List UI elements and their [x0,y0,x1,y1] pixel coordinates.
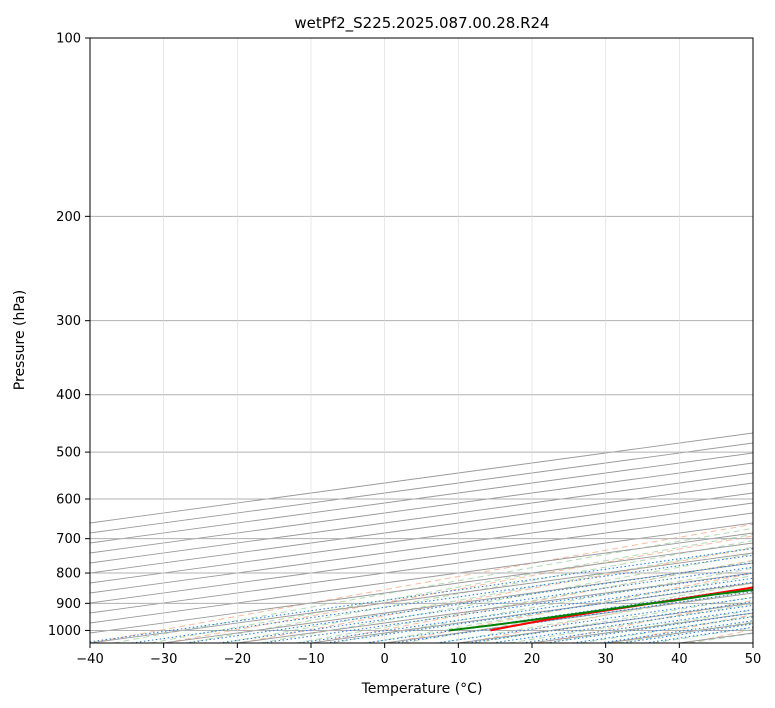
plot-background [90,38,753,643]
plot-frame [89,37,754,644]
dry-adiabat-line [314,559,753,643]
y-tick-label: 100 [56,32,81,47]
y-tick-label: 700 [56,532,81,547]
isotherm-line [90,472,753,564]
isotherm-line [752,642,753,643]
x-tick-label: −30 [150,652,177,667]
x-tick-label: −40 [76,652,103,667]
y-tick-label: 500 [56,446,81,461]
x-tick-label: 50 [745,652,762,667]
y-tick-label: 1000 [48,624,81,639]
y-tick-label: 400 [56,388,81,403]
x-tick-label: −20 [224,652,251,667]
moist-adiabat-line [223,546,753,643]
x-tick-label: 30 [597,652,614,667]
axes: −40 −30 −20 −10 0 10 20 30 40 50 100 200 300 400 500 60… [48,32,761,668]
dry-adiabat-line [90,523,753,643]
mixing-ratio-line [467,601,753,643]
x-axis-label: Temperature (°C) [361,681,483,697]
isotherm-line [90,512,753,604]
isotherm-line [90,452,753,544]
x-tick-label: 40 [671,652,688,667]
moist-adiabat-line [367,575,753,643]
mixing-ratio-line [131,554,753,643]
y-tick-label: 200 [56,210,81,225]
moist-adiabat-line [438,589,753,643]
x-tick-label: 10 [450,652,467,667]
moist-adiabat-line [150,533,753,643]
mixing-ratio-line [185,562,753,643]
mixing-ratio-line [492,604,753,643]
isotherm-line [90,522,753,614]
moist-adiabat-line [403,582,753,643]
y-tick-label: 800 [56,567,81,582]
isotherm-line [90,482,753,574]
x-tick-label: −10 [297,652,324,667]
x-tick-label: 20 [524,652,541,667]
isotherm-line [90,532,753,624]
moist-adiabat-line [332,567,753,643]
dry-adiabat-line [538,599,753,643]
moist-adiabat-line [187,540,753,643]
mixing-ratio-line [436,597,753,643]
y-axis-label: Pressure (hPa) [12,290,28,390]
y-tick-label: 300 [56,314,81,329]
background-lines [90,38,775,643]
mixing-ratio-line [522,609,753,643]
isotherm-line [90,462,753,554]
dry-adiabat-line [165,535,753,643]
chart-title: wetPf2_S225.2025.087.00.28.R24 [294,14,549,33]
y-tick-label: 900 [56,597,81,612]
y-tick-label: 600 [56,493,81,508]
isotherm-line [90,492,753,584]
x-tick-label: 0 [381,652,389,667]
dry-adiabat-line [763,38,775,643]
isotherm-line [90,502,753,594]
mixing-ratio-line [90,547,753,643]
moist-adiabat-line [113,527,753,643]
